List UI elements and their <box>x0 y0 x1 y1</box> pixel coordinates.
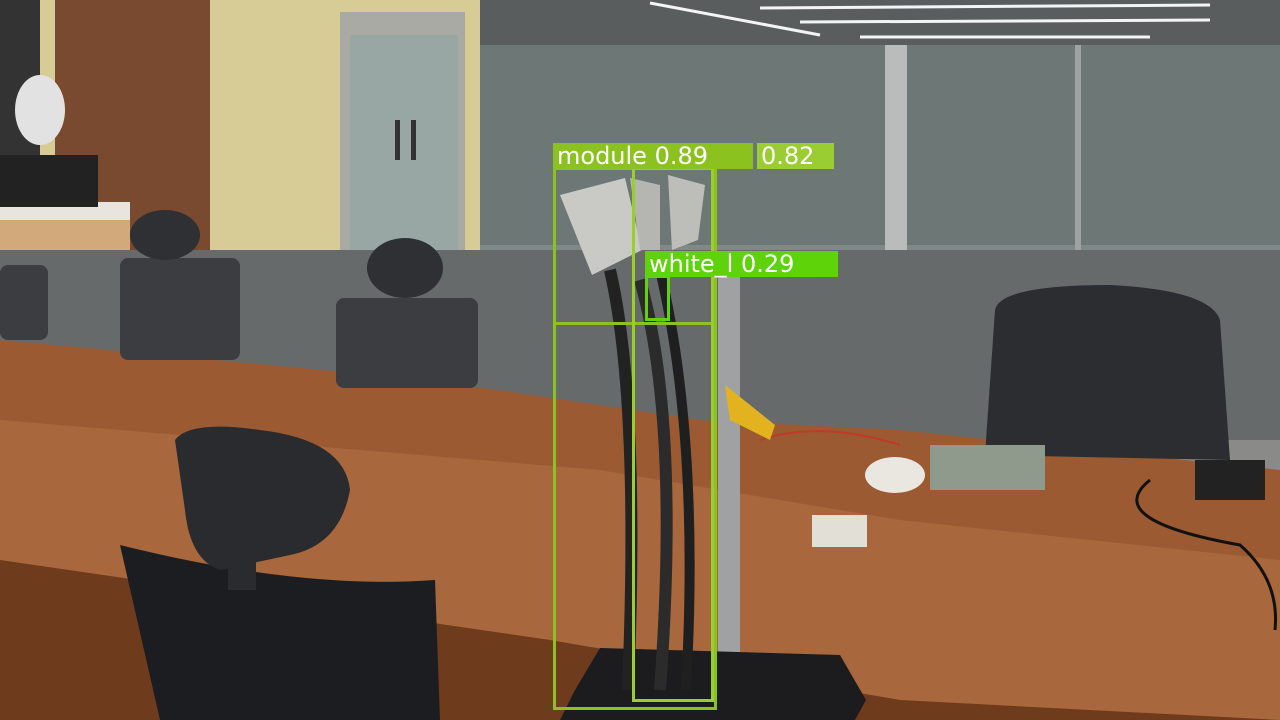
circuit-board <box>930 445 1045 490</box>
leather-chair <box>985 285 1230 460</box>
black-appliance <box>0 155 98 207</box>
multimeter <box>725 385 775 440</box>
power-adapter <box>1195 460 1265 500</box>
connector-module <box>560 178 642 275</box>
connector-module <box>630 178 660 250</box>
glass-mullion <box>1075 40 1081 300</box>
small-package <box>812 515 867 547</box>
robot-figure <box>15 75 65 145</box>
detection-label-white-l: white_l 0.29 <box>645 251 838 277</box>
chair <box>336 298 478 388</box>
detection-box-module-second <box>632 167 714 702</box>
detection-label-module: module 0.89 <box>553 143 753 169</box>
chair-headrest <box>367 238 443 298</box>
chair-headrest <box>130 210 200 260</box>
foreground-chair-headrest <box>175 426 350 570</box>
detection-box-white-l <box>645 275 670 321</box>
detection-label-text: module 0.89 <box>557 142 709 170</box>
door-handle <box>411 120 416 160</box>
ceiling-light <box>649 1 821 37</box>
glass-mullion <box>885 0 907 330</box>
detection-label-text: white_l 0.29 <box>649 250 795 278</box>
multimeter-leads <box>759 430 901 446</box>
power-cable <box>1135 478 1278 631</box>
chair <box>0 265 48 340</box>
glass-door <box>350 35 458 250</box>
stand-pole <box>718 275 740 685</box>
cable-bundle <box>604 268 638 691</box>
detection-label-text: 0.82 <box>761 142 815 170</box>
headrest-post <box>228 560 256 590</box>
connector-module <box>668 175 705 250</box>
detection-label-module-second: 0.82 <box>757 143 834 169</box>
ceiling-light <box>799 18 1211 24</box>
ceiling-light <box>759 3 1211 10</box>
door-handle <box>395 120 400 160</box>
chair <box>120 258 240 360</box>
foreground-chair-back <box>120 545 440 720</box>
white-bag <box>865 457 925 493</box>
